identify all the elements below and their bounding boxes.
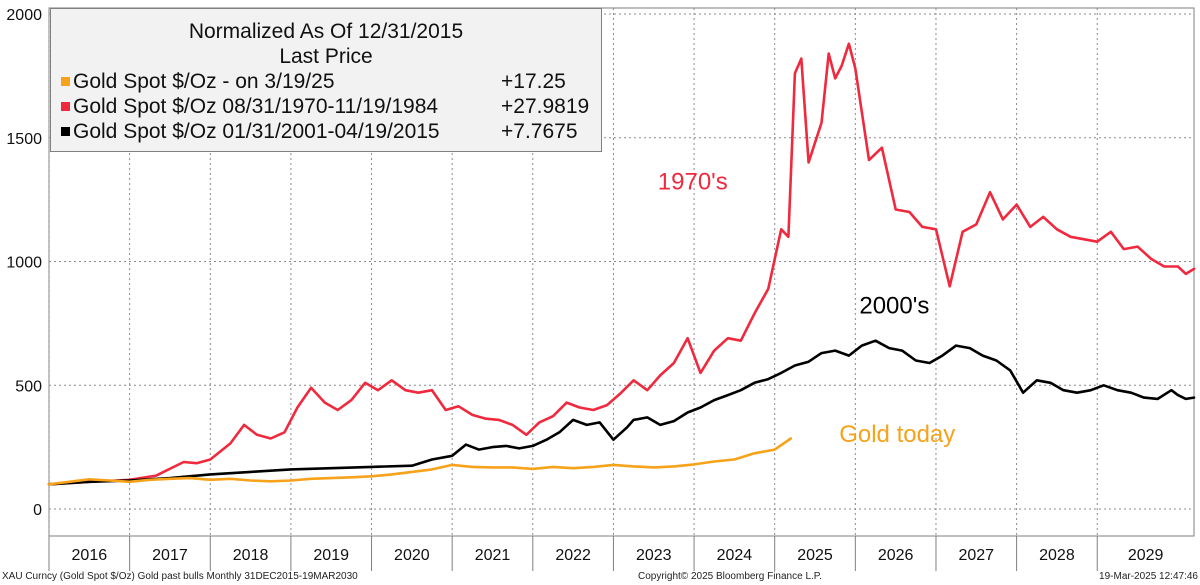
x-tick-label: 2017 bbox=[152, 547, 188, 564]
annotation-gold-today: Gold today bbox=[839, 421, 955, 448]
legend-label: Gold Spot $/Oz 08/31/1970-11/19/1984 bbox=[73, 95, 439, 118]
y-axis-ticks: 0 500 1000 1500 2000 bbox=[6, 7, 42, 519]
y-tick-label: 1000 bbox=[6, 255, 42, 272]
x-tick-label: 2019 bbox=[313, 547, 349, 564]
legend-swatch-icon bbox=[61, 77, 70, 86]
x-axis: 2016 2017 2018 2019 2020 2021 2022 2023 2024 2025… bbox=[48, 535, 1194, 571]
x-tick-label: 2024 bbox=[717, 547, 753, 564]
line-chart: 0 500 1000 1500 2000 2016 2017 2018 2019 2020 202… bbox=[6, 7, 1196, 571]
series-line-2000s bbox=[47, 339, 1196, 486]
x-tick-label: 2022 bbox=[555, 547, 591, 564]
y-tick-label: 500 bbox=[15, 378, 42, 395]
legend-value: +27.9819 bbox=[501, 95, 590, 118]
x-tick-label: 2027 bbox=[958, 547, 994, 564]
legend-entry-gold-today: Gold Spot $/Oz - on 3/19/25 +17.25 bbox=[51, 69, 601, 94]
series-annotations: Gold today 1970's 2000's bbox=[658, 169, 956, 448]
x-tick-label: 2028 bbox=[1039, 547, 1075, 564]
annotation-1970s: 1970's bbox=[658, 169, 728, 196]
series-lines bbox=[47, 42, 1196, 486]
annotation-2000s: 2000's bbox=[859, 292, 929, 319]
legend-entry-2000s: Gold Spot $/Oz 01/31/2001-04/19/2015 +7.… bbox=[51, 119, 601, 144]
chart-subtitle: Last Price bbox=[279, 45, 373, 68]
footer-copyright: Copyright© 2025 Bloomberg Finance L.P. bbox=[638, 571, 822, 582]
x-tick-label: 2016 bbox=[72, 547, 108, 564]
legend: Normalized As Of 12/31/2015 Last Price G… bbox=[50, 8, 602, 152]
chart-title: Normalized As Of 12/31/2015 bbox=[188, 20, 464, 43]
legend-swatch-icon bbox=[61, 127, 70, 136]
x-tick-label: 2020 bbox=[394, 547, 430, 564]
legend-swatch-icon bbox=[61, 102, 70, 111]
legend-label: Gold Spot $/Oz - on 3/19/25 bbox=[73, 70, 335, 93]
x-tick-label: 2025 bbox=[797, 547, 833, 564]
footer-source: XAU Curncy (Gold Spot $/Oz) Gold past bu… bbox=[2, 571, 358, 582]
legend-entry-1970s: Gold Spot $/Oz 08/31/1970-11/19/1984 +27… bbox=[51, 94, 601, 119]
x-tick-label: 2029 bbox=[1128, 547, 1164, 564]
legend-label: Gold Spot $/Oz 01/31/2001-04/19/2015 bbox=[73, 120, 440, 143]
legend-value: +17.25 bbox=[501, 70, 566, 93]
y-tick-label: 0 bbox=[33, 502, 42, 519]
series-line-gold-today bbox=[47, 437, 793, 486]
x-tick-label: 2021 bbox=[475, 547, 511, 564]
footer-timestamp: 19-Mar-2025 12:47:46 bbox=[1099, 571, 1198, 582]
series-line-1970s bbox=[47, 42, 1196, 486]
y-tick-label: 1500 bbox=[6, 131, 42, 148]
x-tick-label: 2023 bbox=[636, 547, 672, 564]
x-tick-label: 2018 bbox=[233, 547, 269, 564]
x-tick-label: 2026 bbox=[878, 547, 914, 564]
y-tick-label: 2000 bbox=[6, 7, 42, 24]
legend-value: +7.7675 bbox=[501, 120, 578, 143]
